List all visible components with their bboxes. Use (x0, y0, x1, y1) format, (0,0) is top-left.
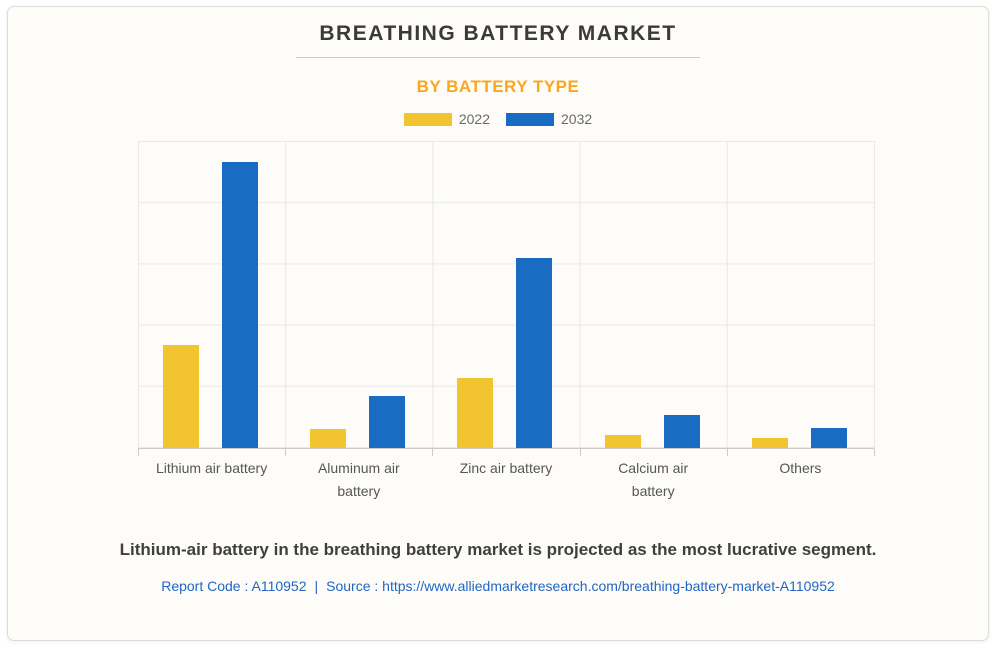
legend-swatch-2032-icon (506, 112, 554, 126)
legend-label-2022: 2022 (458, 111, 490, 127)
x-axis-tick (726, 449, 728, 456)
source-link[interactable]: Source : https://www.alliedmarketresearc… (326, 578, 835, 594)
chart-card: BREATHING BATTERY MARKET BY BATTERY TYPE… (7, 6, 989, 641)
legend-label-2032: 2032 (561, 111, 593, 127)
x-axis-tick (138, 449, 139, 456)
x-axis-label: Others (779, 460, 822, 476)
x-axis-labels: Lithium air battery Aluminum air battery Z… (138, 457, 874, 503)
bar-2022-zinc-air-battery[interactable] (457, 378, 494, 448)
x-axis-tick (432, 449, 434, 456)
x-axis-label: Zinc air battery (459, 460, 553, 476)
legend-swatch-2022-icon (403, 112, 452, 126)
x-axis-label: Aluminum air battery (317, 460, 400, 499)
x-axis-tick (579, 449, 581, 456)
bar-2022-aluminum-air-battery[interactable] (310, 429, 347, 448)
page-subtitle: BY BATTERY TYPE (416, 77, 580, 96)
report-code: Report Code : A110952 (161, 578, 307, 594)
bar-2032-calcium-air-battery[interactable] (663, 415, 700, 448)
title-divider (296, 57, 700, 58)
bar-2022-others[interactable] (751, 438, 788, 448)
legend-item-2022[interactable]: 2022 (403, 111, 490, 127)
bar-2032-zinc-air-battery[interactable] (516, 258, 553, 448)
plot-area (138, 141, 875, 449)
bar-2032-lithium-air-battery[interactable] (222, 162, 258, 448)
x-axis-tick (285, 449, 287, 456)
x-axis-tick (874, 449, 875, 456)
x-axis-label: Calcium air battery (618, 460, 689, 499)
page-title: BREATHING BATTERY MARKET (319, 22, 677, 45)
statement: Lithium-air battery in the breathing bat… (119, 540, 877, 559)
legend: 2022 2032 (8, 111, 988, 127)
chart (138, 141, 875, 456)
x-axis-label: Lithium air battery (155, 460, 268, 476)
pipe-separator: | (314, 578, 319, 594)
bar-2032-aluminum-air-battery[interactable] (369, 396, 406, 448)
legend-item-2032[interactable]: 2032 (506, 111, 592, 127)
bar-2022-calcium-air-battery[interactable] (604, 435, 641, 448)
bar-2032-others[interactable] (810, 428, 847, 448)
bar-2022-lithium-air-battery[interactable] (163, 345, 199, 448)
report-line: Report Code : A110952 | Source : https://w… (8, 578, 988, 594)
